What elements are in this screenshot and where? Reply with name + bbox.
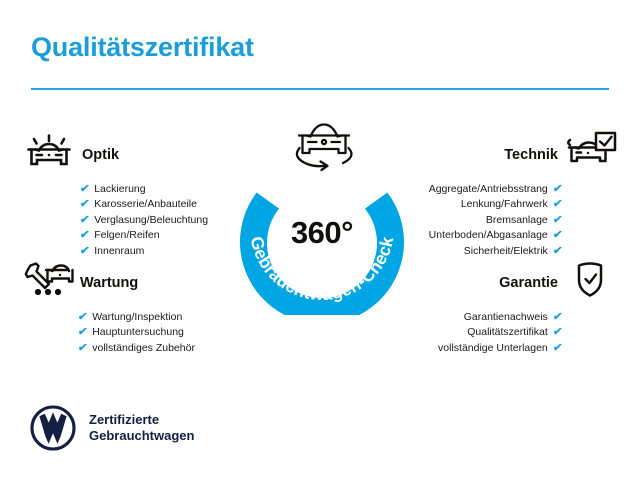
check-icon: ✔	[79, 213, 91, 226]
car-rotation-icon	[288, 115, 360, 173]
list-item: Bremsanlage ✔	[368, 213, 618, 228]
list-item: ✔ Lackierung	[24, 182, 274, 197]
check-icon: ✔	[79, 198, 91, 211]
section-wartung-title: Wartung	[80, 275, 139, 291]
list-item-label: Innenraum	[94, 244, 145, 257]
section-wartung-list: ✔ Wartung/Inspektion ✔ Hauptuntersuchung ✔…	[22, 310, 272, 356]
section-optik: Optik ✔ Lackierung ✔ Karosserie/Anbauteile…	[24, 130, 274, 259]
check-icon: ✔	[552, 229, 563, 242]
vw-lockup-text: Zertifizierte Gebrauchtwagen	[89, 412, 194, 444]
section-wartung: Wartung ✔ Wartung/Inspektion ✔ Hauptunters…	[22, 258, 272, 356]
list-item-label: vollständiges Zubehör	[92, 341, 195, 354]
check-icon: ✔	[552, 244, 563, 257]
section-garantie-title-wrap: Garantie	[368, 258, 566, 292]
check-icon: ✔	[77, 341, 89, 354]
check-icon: ✔	[552, 311, 563, 323]
vw-certified-lockup: Zertifizierte Gebrauchtwagen	[30, 405, 194, 451]
wrench-car-icon	[22, 258, 74, 300]
list-item: ✔ vollständiges Zubehör	[22, 341, 272, 356]
list-item: Garantienachweis ✔	[368, 310, 618, 325]
list-item-label: Bremsanlage	[485, 213, 548, 226]
check-icon: ✔	[552, 326, 563, 339]
list-item: vollständige Unterlagen ✔	[368, 341, 618, 356]
check-icon: ✔	[552, 183, 563, 195]
list-item: ✔ Felgen/Reifen	[24, 228, 274, 243]
section-wartung-header: Wartung	[22, 258, 272, 300]
section-technik-title-wrap: Technik	[368, 130, 566, 164]
list-item-label: Verglasung/Beleuchtung	[94, 213, 209, 226]
list-item: Unterboden/Abgasanlage ✔	[368, 228, 618, 243]
section-optik-title: Optik	[82, 147, 120, 163]
check-icon: ✔	[77, 311, 89, 323]
page-title: Qualitätszertifikat	[31, 32, 254, 62]
list-item-label: Felgen/Reifen	[94, 229, 160, 242]
badge-ring-shape	[240, 192, 404, 315]
list-item: ✔ Wartung/Inspektion	[22, 310, 272, 325]
check-icon: ✔	[79, 244, 91, 257]
section-garantie-title: Garantie	[499, 275, 558, 291]
check-icon: ✔	[77, 326, 89, 339]
car-shine-icon	[24, 130, 76, 172]
section-optik-title-wrap: Optik	[76, 130, 274, 164]
list-item: ✔ Karosserie/Anbauteile	[24, 197, 274, 212]
list-item-label: Aggregate/Antriebsstrang	[428, 183, 548, 195]
list-item-label: Unterboden/Abgasanlage	[428, 229, 548, 242]
section-optik-list: ✔ Lackierung ✔ Karosserie/Anbauteile ✔ Verg…	[24, 182, 274, 259]
check-icon: ✔	[552, 213, 563, 226]
check-icon: ✔	[552, 198, 563, 211]
section-optik-header: Optik	[24, 130, 274, 172]
shield-check-icon	[566, 258, 618, 300]
list-item: ✔ Verglasung/Beleuchtung	[24, 213, 274, 228]
check-icon: ✔	[79, 229, 91, 242]
section-garantie-list: Garantienachweis ✔ Qualitätszertifikat ✔ v…	[368, 310, 618, 356]
badge-ring: Gebrauchtwagen-Check	[240, 192, 404, 315]
list-item-label: Garantienachweis	[463, 311, 548, 323]
vw-logo-icon	[30, 405, 76, 451]
section-technik-title: Technik	[504, 147, 558, 163]
list-item: Qualitätszertifikat ✔	[368, 325, 618, 340]
section-garantie-header: Garantie	[368, 258, 618, 300]
section-technik: Technik Aggregate/Antriebsstrang ✔ Lenkun…	[368, 130, 618, 259]
vw-lockup-line1: Zertifizierte	[89, 412, 160, 427]
list-item: Aggregate/Antriebsstrang ✔	[368, 182, 618, 197]
list-item-label: Hauptuntersuchung	[92, 326, 184, 339]
list-item-label: Wartung/Inspektion	[92, 311, 183, 323]
list-item: Sicherheit/Elektrik ✔	[368, 244, 618, 259]
section-wartung-title-wrap: Wartung	[74, 258, 272, 292]
badge-center-label: 360°	[290, 215, 354, 250]
list-item-label: Sicherheit/Elektrik	[463, 244, 548, 257]
list-item: ✔ Hauptuntersuchung	[22, 325, 272, 340]
list-item-label: Lackierung	[94, 183, 146, 195]
vw-lockup-line2: Gebrauchtwagen	[89, 428, 195, 443]
check-icon: ✔	[79, 183, 91, 195]
section-technik-header: Technik	[368, 130, 618, 172]
list-item-label: Karosserie/Anbauteile	[94, 198, 197, 211]
section-technik-list: Aggregate/Antriebsstrang ✔ Lenkung/Fahrwe…	[368, 182, 618, 259]
car-lift-checkbox-icon	[566, 130, 618, 172]
section-garantie: Garantie Garantienachweis ✔ Qualitätszert…	[368, 258, 618, 356]
list-item: ✔ Innenraum	[24, 244, 274, 259]
check-icon: ✔	[552, 341, 563, 354]
list-item: Lenkung/Fahrwerk ✔	[368, 197, 618, 212]
badge-360-gebrauchtwagen-check: Gebrauchtwagen-Check 360°	[232, 115, 412, 315]
list-item-label: Lenkung/Fahrwerk	[460, 198, 548, 211]
list-item-label: Qualitätszertifikat	[467, 326, 548, 339]
list-item-label: vollständige Unterlagen	[438, 341, 548, 354]
header-divider	[31, 88, 609, 90]
